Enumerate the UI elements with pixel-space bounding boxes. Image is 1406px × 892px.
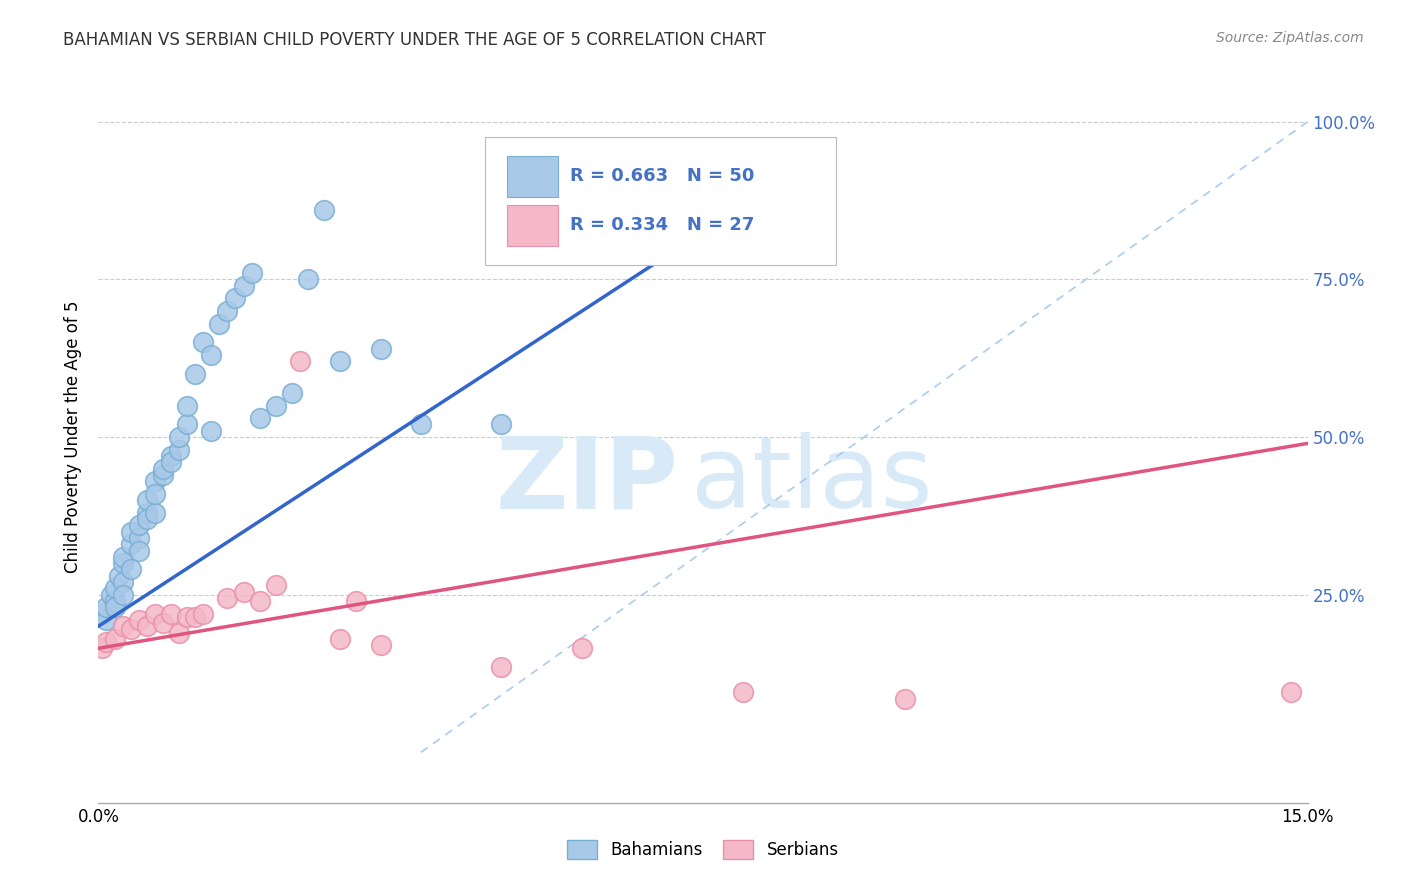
Point (217, 304, 239, 318)
Point (329, 354, 352, 368)
Point (200, 424, 222, 438)
Point (103, 600, 125, 615)
Point (264, 399, 287, 413)
Text: BAHAMIAN VS SERBIAN CHILD POVERTY UNDER THE AGE OF 5 CORRELATION CHART: BAHAMIAN VS SERBIAN CHILD POVERTY UNDER … (63, 31, 766, 49)
Point (184, 609, 207, 624)
Point (240, 266, 263, 280)
Point (1281, 685, 1303, 699)
Point (135, 493, 157, 508)
Point (167, 442, 190, 457)
Point (176, 609, 198, 624)
Text: ZIP: ZIP (496, 433, 679, 530)
Point (128, 543, 150, 558)
Point (160, 449, 183, 463)
Point (103, 594, 125, 608)
Point (107, 569, 129, 583)
Point (143, 607, 166, 621)
Point (96, 600, 118, 615)
Point (143, 487, 166, 501)
Point (893, 691, 915, 706)
Point (160, 455, 183, 469)
Point (120, 623, 142, 637)
Point (217, 591, 239, 605)
Point (111, 619, 134, 633)
Point (281, 386, 304, 401)
Point (111, 588, 134, 602)
Point (733, 685, 755, 699)
Point (152, 461, 174, 475)
Point (193, 607, 215, 621)
Point (184, 367, 207, 381)
Point (249, 594, 271, 608)
Point (111, 556, 134, 570)
Point (232, 584, 254, 599)
Point (128, 518, 150, 533)
Point (91, 607, 114, 621)
Point (103, 632, 125, 646)
FancyBboxPatch shape (508, 205, 558, 246)
Point (491, 417, 513, 432)
Point (111, 549, 134, 564)
Point (176, 399, 198, 413)
Point (314, 203, 336, 218)
Point (152, 467, 174, 482)
Point (135, 512, 157, 526)
Y-axis label: Child Poverty Under the Age of 5: Child Poverty Under the Age of 5 (65, 301, 83, 574)
Text: R = 0.334   N = 27: R = 0.334 N = 27 (569, 216, 755, 234)
Text: Source: ZipAtlas.com: Source: ZipAtlas.com (1216, 31, 1364, 45)
Point (152, 616, 174, 631)
Point (128, 613, 150, 627)
Text: R = 0.663   N = 50: R = 0.663 N = 50 (569, 167, 755, 185)
Point (120, 562, 142, 576)
Point (224, 291, 246, 305)
Point (329, 632, 352, 646)
Point (111, 575, 134, 590)
Point (491, 660, 513, 674)
Point (370, 342, 392, 356)
Point (135, 619, 157, 633)
FancyBboxPatch shape (485, 137, 837, 265)
Point (409, 417, 432, 432)
Point (208, 317, 231, 331)
Point (288, 354, 311, 368)
Point (135, 506, 157, 520)
Point (167, 625, 190, 640)
Point (120, 524, 142, 539)
Point (232, 278, 254, 293)
Point (264, 578, 287, 592)
Point (200, 348, 222, 362)
Text: atlas: atlas (690, 433, 932, 530)
Legend: Bahamians, Serbians: Bahamians, Serbians (560, 831, 846, 868)
Point (91, 641, 114, 656)
FancyBboxPatch shape (508, 156, 558, 197)
Point (571, 641, 593, 656)
Point (143, 474, 166, 488)
Point (370, 638, 392, 652)
Point (103, 582, 125, 596)
Point (120, 537, 142, 551)
Point (96, 613, 118, 627)
Point (100, 588, 122, 602)
Point (344, 594, 367, 608)
Point (193, 335, 215, 350)
Point (297, 272, 319, 286)
Point (143, 506, 166, 520)
Point (176, 417, 198, 432)
Point (128, 531, 150, 545)
Point (160, 607, 183, 621)
Point (167, 430, 190, 444)
Point (96, 635, 118, 649)
Point (249, 411, 271, 425)
